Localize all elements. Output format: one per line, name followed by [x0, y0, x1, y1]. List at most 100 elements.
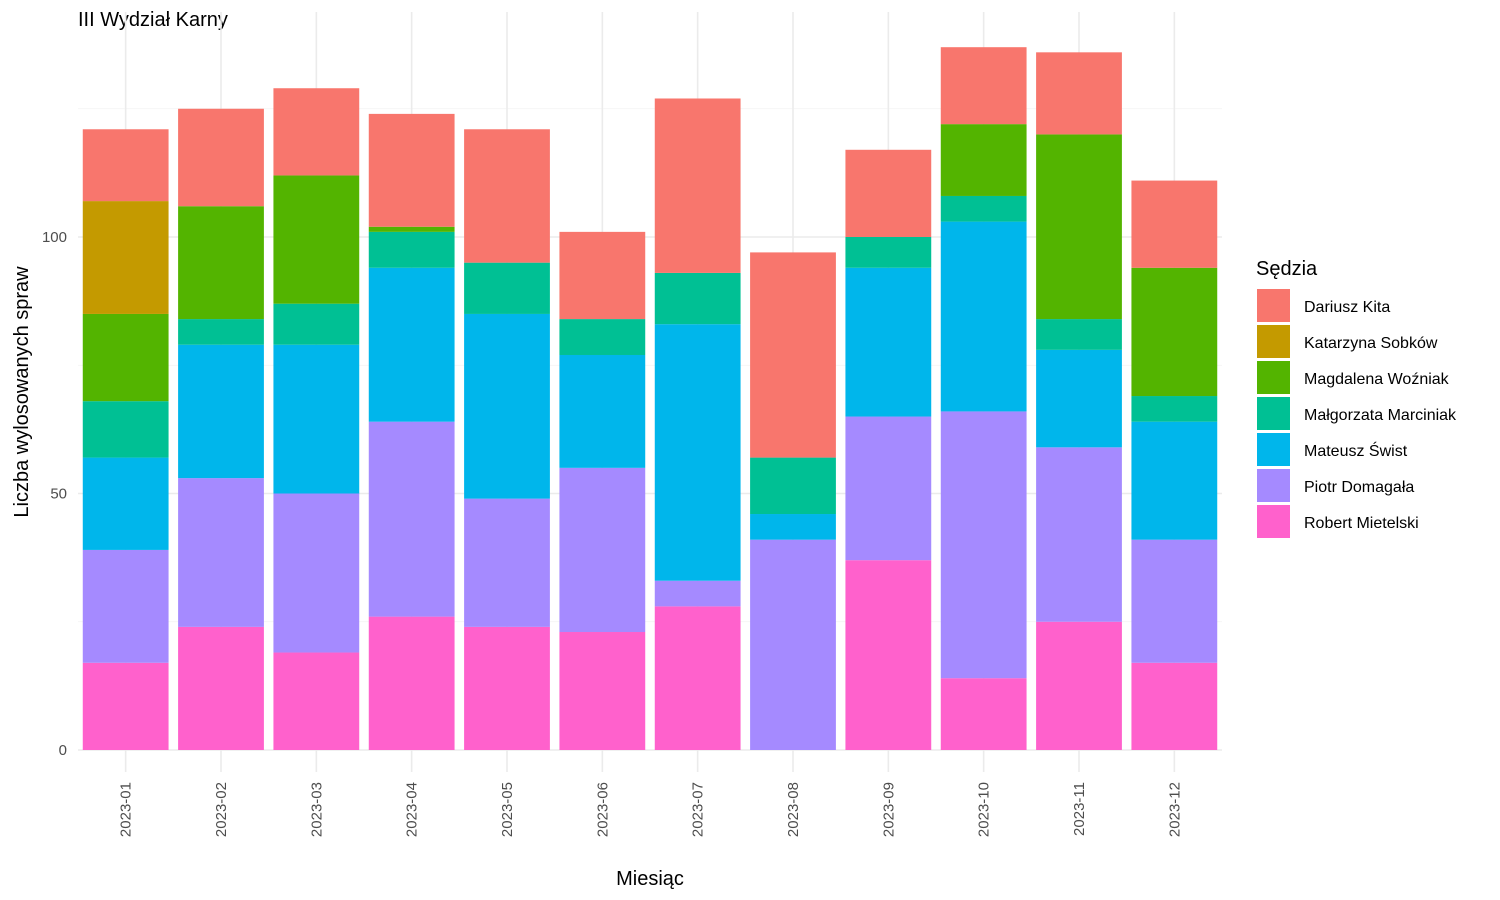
bar-segment: [750, 539, 836, 750]
bar-segment: [464, 626, 550, 750]
bar-segment: [82, 313, 169, 402]
x-tick-label: 2023-08: [785, 782, 802, 837]
bar-segment: [273, 493, 360, 653]
y-tick-label: 0: [59, 742, 67, 759]
bar-segment: [82, 662, 169, 750]
bar-segment: [178, 626, 264, 750]
bar-segment: [273, 175, 360, 304]
legend-label: Dariusz Kita: [1304, 299, 1390, 316]
y-tick-label: 50: [50, 486, 67, 503]
bar-segment: [1036, 621, 1122, 750]
bar-segment: [1036, 52, 1122, 135]
bar-segment: [464, 313, 550, 499]
legend-swatch: [1257, 397, 1290, 430]
y-axis-title: Liczba wylosowanych spraw: [11, 266, 33, 518]
bar-segment: [368, 231, 455, 268]
bar-segment: [1131, 421, 1218, 540]
bar-segment: [559, 319, 646, 355]
bar-segment: [273, 88, 360, 176]
x-tick-labels: 2023-01 2023-02 2023-03 2023-04 2023-05 2023-…: [118, 782, 1184, 837]
bar-segment: [178, 108, 264, 207]
bar-segment: [845, 267, 932, 417]
bar-segment: [464, 262, 550, 314]
bar-segment: [82, 457, 169, 550]
legend-label: Katarzyna Sobków: [1304, 335, 1438, 352]
bar-segment: [1036, 134, 1122, 320]
bar-segment: [750, 514, 836, 540]
bar-segment: [82, 549, 169, 663]
legend: Sędzia Dariusz Kita Katarzyna Sobków Magda…: [1256, 258, 1457, 538]
legend-swatch: [1257, 469, 1290, 502]
chart-title: III Wydział Karny: [78, 9, 228, 31]
bar-segment: [559, 354, 646, 468]
bar-segment: [559, 467, 646, 633]
bars: [82, 47, 1218, 750]
bar-segment: [845, 416, 932, 561]
bar-segment: [750, 252, 836, 458]
bar-segment: [82, 129, 169, 202]
legend-swatch: [1257, 505, 1290, 538]
bar-segment: [654, 580, 741, 607]
x-tick-label: 2023-09: [880, 782, 897, 837]
bar-segment: [1131, 539, 1218, 663]
bar-segment: [1131, 180, 1218, 268]
x-tick-label: 2023-06: [594, 782, 611, 837]
bar-segment: [845, 149, 932, 237]
bar-segment: [368, 267, 455, 422]
bar-segment: [273, 652, 360, 750]
y-tick-label: 100: [42, 229, 67, 246]
bar-segment: [940, 411, 1027, 679]
legend-label: Magdalena Woźniak: [1304, 371, 1450, 388]
x-tick-label: 2023-11: [1071, 782, 1088, 836]
x-tick-label: 2023-04: [404, 782, 421, 837]
bar-segment: [368, 616, 455, 750]
legend-title: Sędzia: [1256, 258, 1318, 280]
bar-segment: [368, 113, 455, 227]
bar-segment: [845, 237, 932, 268]
bar-segment: [82, 401, 169, 458]
bar-segment: [940, 47, 1027, 125]
legend-label: Małgorzata Marciniak: [1304, 407, 1457, 424]
legend-label: Piotr Domagała: [1304, 479, 1414, 496]
bar-segment: [750, 457, 836, 515]
legend-label: Robert Mietelski: [1304, 515, 1419, 532]
bar-segment: [940, 124, 1027, 196]
bar-segment: [368, 421, 455, 617]
bar-segment: [273, 303, 360, 345]
bar-segment: [178, 478, 264, 627]
bar-segment: [1036, 349, 1122, 448]
bar-segment: [82, 201, 169, 314]
bar-segment: [1131, 662, 1218, 750]
bar-segment: [464, 129, 550, 263]
x-tick-label: 2023-05: [499, 782, 516, 837]
bar-segment: [1036, 319, 1122, 350]
bar-segment: [559, 231, 646, 320]
bar-segment: [940, 678, 1027, 750]
bar-segment: [273, 344, 360, 494]
bar-segment: [1036, 447, 1122, 622]
x-tick-label: 2023-12: [1166, 782, 1183, 837]
x-tick-label: 2023-03: [308, 782, 325, 837]
bar-segment: [178, 319, 264, 345]
y-tick-labels: 0 50 100: [42, 229, 67, 759]
legend-swatch: [1257, 433, 1290, 466]
bar-segment: [654, 272, 741, 325]
bar-segment: [654, 98, 741, 273]
x-tick-label: 2023-02: [213, 782, 230, 837]
legend-swatch: [1257, 289, 1290, 322]
x-tick-label: 2023-10: [976, 782, 993, 837]
legend-swatch: [1257, 361, 1290, 394]
bar-segment: [464, 498, 550, 627]
bar-segment: [368, 226, 455, 232]
legend-swatch: [1257, 325, 1290, 358]
x-tick-label: 2023-07: [690, 782, 707, 837]
bar-segment: [845, 560, 932, 750]
bar-segment: [1131, 396, 1218, 422]
x-tick-label: 2023-01: [118, 782, 135, 837]
bar-segment: [940, 195, 1027, 222]
bar-segment: [654, 324, 741, 581]
bar-segment: [178, 206, 264, 320]
bar-segment: [940, 221, 1027, 412]
x-axis-title: Miesiąc: [616, 868, 684, 890]
